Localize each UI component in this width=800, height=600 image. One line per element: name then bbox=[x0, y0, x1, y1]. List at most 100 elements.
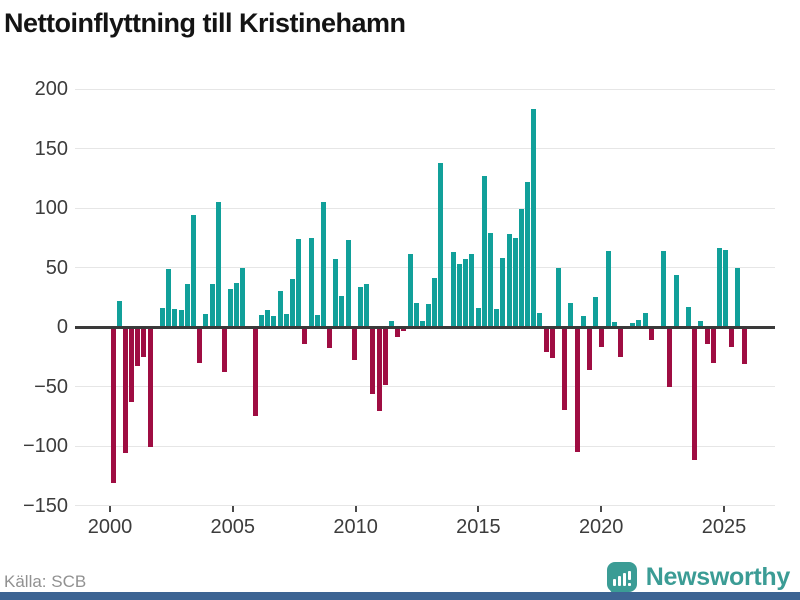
x-axis-zero-line bbox=[75, 325, 775, 329]
bar[interactable] bbox=[234, 282, 240, 327]
bar[interactable] bbox=[512, 237, 518, 327]
bar[interactable] bbox=[685, 306, 691, 327]
bar[interactable] bbox=[135, 327, 141, 367]
bar[interactable] bbox=[122, 327, 128, 454]
bar[interactable] bbox=[605, 250, 611, 327]
bar[interactable] bbox=[500, 257, 506, 327]
bar[interactable] bbox=[667, 327, 673, 387]
bar[interactable] bbox=[160, 307, 165, 327]
bar[interactable] bbox=[129, 327, 135, 402]
bar[interactable] bbox=[314, 315, 320, 327]
bar[interactable] bbox=[221, 327, 227, 373]
bar[interactable] bbox=[574, 327, 580, 452]
bar[interactable] bbox=[308, 237, 314, 327]
bar[interactable] bbox=[327, 327, 333, 349]
bar[interactable] bbox=[197, 327, 203, 363]
bar[interactable] bbox=[692, 327, 698, 461]
bar[interactable] bbox=[593, 297, 599, 327]
brand-name: Newsworthy bbox=[645, 562, 791, 591]
bar[interactable] bbox=[648, 327, 654, 341]
bar[interactable] bbox=[351, 327, 357, 361]
bar[interactable] bbox=[419, 321, 425, 327]
bar[interactable] bbox=[741, 327, 747, 364]
bar[interactable] bbox=[586, 327, 592, 370]
bar[interactable] bbox=[252, 327, 258, 417]
bar[interactable] bbox=[358, 286, 363, 327]
bar[interactable] bbox=[228, 288, 234, 327]
bar[interactable] bbox=[710, 327, 716, 363]
bar[interactable] bbox=[630, 323, 636, 327]
bar[interactable] bbox=[475, 307, 481, 327]
bar[interactable] bbox=[166, 268, 172, 327]
bar[interactable] bbox=[382, 327, 388, 386]
bar[interactable] bbox=[723, 249, 729, 327]
bar[interactable] bbox=[277, 291, 283, 327]
bar[interactable] bbox=[481, 175, 487, 327]
bar[interactable] bbox=[599, 327, 605, 348]
bar[interactable] bbox=[457, 263, 462, 327]
bar[interactable] bbox=[203, 313, 209, 327]
bar[interactable] bbox=[580, 316, 586, 327]
bar[interactable] bbox=[531, 109, 537, 327]
bar[interactable] bbox=[395, 327, 401, 337]
bar[interactable] bbox=[333, 259, 339, 327]
bar[interactable] bbox=[469, 254, 475, 327]
bar[interactable] bbox=[209, 284, 215, 327]
bar[interactable] bbox=[283, 313, 289, 327]
bar[interactable] bbox=[110, 327, 116, 483]
bar[interactable] bbox=[450, 252, 456, 327]
bar[interactable] bbox=[364, 284, 370, 327]
bar[interactable] bbox=[289, 279, 295, 327]
bar[interactable] bbox=[116, 300, 122, 327]
bar[interactable] bbox=[556, 267, 561, 327]
bar[interactable] bbox=[184, 284, 190, 327]
bar[interactable] bbox=[259, 315, 264, 327]
bar[interactable] bbox=[413, 303, 419, 327]
bar[interactable] bbox=[661, 250, 667, 327]
bar[interactable] bbox=[345, 240, 351, 327]
bar[interactable] bbox=[240, 267, 246, 327]
bar[interactable] bbox=[178, 310, 184, 327]
bar[interactable] bbox=[426, 304, 432, 327]
bar[interactable] bbox=[463, 259, 469, 327]
bar[interactable] bbox=[543, 327, 549, 352]
bar[interactable] bbox=[376, 327, 382, 412]
bar[interactable] bbox=[698, 321, 704, 327]
bar[interactable] bbox=[339, 296, 345, 327]
bar[interactable] bbox=[537, 312, 543, 327]
bar[interactable] bbox=[487, 232, 493, 327]
bar[interactable] bbox=[568, 303, 574, 327]
bar[interactable] bbox=[190, 215, 196, 327]
bar[interactable] bbox=[549, 327, 555, 358]
bar[interactable] bbox=[704, 327, 710, 344]
bar[interactable] bbox=[636, 319, 642, 327]
bar[interactable] bbox=[141, 327, 147, 357]
bar[interactable] bbox=[611, 322, 617, 327]
bar[interactable] bbox=[735, 267, 741, 327]
bar[interactable] bbox=[172, 309, 178, 327]
bar[interactable] bbox=[506, 234, 512, 327]
bar[interactable] bbox=[370, 327, 376, 394]
bar[interactable] bbox=[388, 321, 394, 327]
bar[interactable] bbox=[147, 327, 153, 448]
bar[interactable] bbox=[716, 248, 722, 327]
bar[interactable] bbox=[438, 162, 444, 327]
bar[interactable] bbox=[562, 327, 568, 411]
bar[interactable] bbox=[432, 278, 438, 327]
bar[interactable] bbox=[642, 312, 648, 327]
bar[interactable] bbox=[265, 310, 271, 327]
bar[interactable] bbox=[271, 316, 277, 327]
bar[interactable] bbox=[320, 202, 326, 327]
bar[interactable] bbox=[302, 327, 308, 344]
bar[interactable] bbox=[407, 254, 413, 327]
bar[interactable] bbox=[401, 327, 407, 331]
bar[interactable] bbox=[494, 309, 500, 327]
bar[interactable] bbox=[617, 327, 623, 357]
bar[interactable] bbox=[525, 181, 531, 327]
bar[interactable] bbox=[673, 274, 679, 327]
bar[interactable] bbox=[729, 327, 735, 348]
bar[interactable] bbox=[296, 238, 302, 327]
bar[interactable] bbox=[215, 202, 221, 327]
bar[interactable] bbox=[518, 209, 524, 327]
newsworthy-logo[interactable]: Newsworthy bbox=[606, 560, 791, 598]
